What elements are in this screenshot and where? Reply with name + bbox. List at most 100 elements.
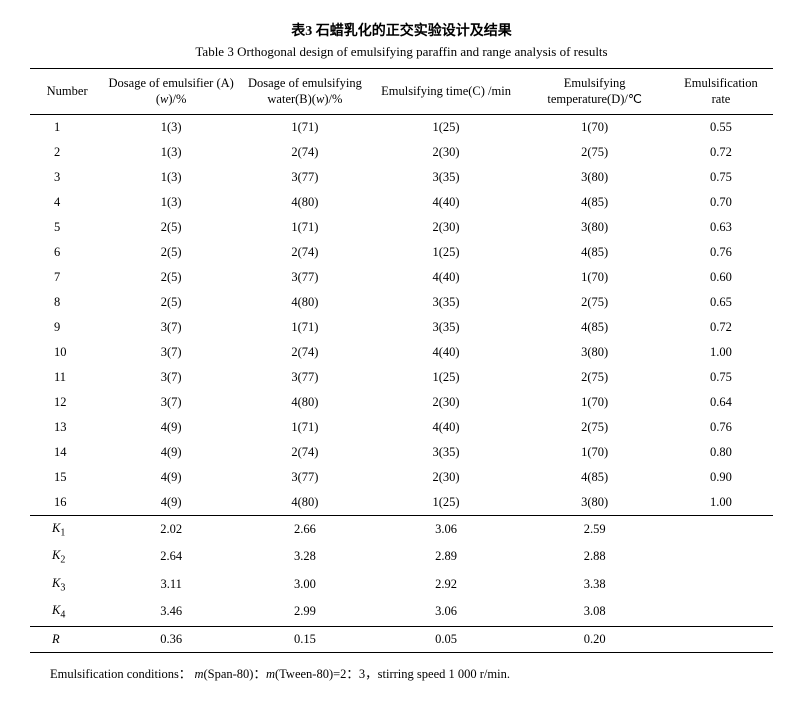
- table-k-row: K12.022.663.062.59: [30, 515, 773, 543]
- cell-b: 3(77): [238, 165, 372, 190]
- footnote: Emulsification conditions： m(Span-80)：m(…: [30, 663, 773, 682]
- cell-e: 0.76: [669, 240, 773, 265]
- cell-b: 3.00: [238, 571, 372, 599]
- cell-b: 1(71): [238, 215, 372, 240]
- cell-e: [669, 626, 773, 652]
- cell-c: 2(30): [372, 215, 521, 240]
- table-body: 11(3)1(71)1(25)1(70)0.5521(3)2(74)2(30)2…: [30, 114, 773, 652]
- cell-e: 0.90: [669, 465, 773, 490]
- cell-c: 2.89: [372, 543, 521, 571]
- col-number: Number: [30, 69, 104, 115]
- cell-a: 3(7): [104, 315, 238, 340]
- cell-b: 1(71): [238, 415, 372, 440]
- table-row: 62(5)2(74)1(25)4(85)0.76: [30, 240, 773, 265]
- cell-k-label: K2: [30, 543, 104, 571]
- cell-c: 3(35): [372, 165, 521, 190]
- cell-a: 3(7): [104, 390, 238, 415]
- cell-number: 15: [30, 465, 104, 490]
- cell-e: [669, 515, 773, 543]
- cell-number: 9: [30, 315, 104, 340]
- cell-c: 3.06: [372, 515, 521, 543]
- cell-e: 0.60: [669, 265, 773, 290]
- col-c: Emulsifying time(C) /min: [372, 69, 521, 115]
- col-b-line2: water(B)(w)/%: [267, 92, 342, 106]
- cell-a: 4(9): [104, 440, 238, 465]
- cell-c: 3(35): [372, 315, 521, 340]
- cell-e: 0.55: [669, 114, 773, 140]
- cell-e: 0.72: [669, 140, 773, 165]
- cell-a: 2.02: [104, 515, 238, 543]
- table-row: 134(9)1(71)4(40)2(75)0.76: [30, 415, 773, 440]
- cell-a: 0.36: [104, 626, 238, 652]
- cell-number: 3: [30, 165, 104, 190]
- cell-c: 2.92: [372, 571, 521, 599]
- cell-number: 14: [30, 440, 104, 465]
- cell-a: 2.64: [104, 543, 238, 571]
- table-row: 93(7)1(71)3(35)4(85)0.72: [30, 315, 773, 340]
- cell-d: 3(80): [520, 215, 669, 240]
- cell-number: 4: [30, 190, 104, 215]
- cell-c: 3(35): [372, 440, 521, 465]
- table-title-cn: 表3 石蜡乳化的正交实验设计及结果: [30, 20, 773, 40]
- cell-c: 1(25): [372, 114, 521, 140]
- table-row: 82(5)4(80)3(35)2(75)0.65: [30, 290, 773, 315]
- cell-number: 7: [30, 265, 104, 290]
- cell-e: 0.63: [669, 215, 773, 240]
- table-row: 72(5)3(77)4(40)1(70)0.60: [30, 265, 773, 290]
- table-k-row: K43.462.993.063.08: [30, 598, 773, 626]
- cell-d: 2.59: [520, 515, 669, 543]
- table-row: 11(3)1(71)1(25)1(70)0.55: [30, 114, 773, 140]
- cell-e: 0.72: [669, 315, 773, 340]
- cell-r-label: R: [30, 626, 104, 652]
- table-row: 52(5)1(71)2(30)3(80)0.63: [30, 215, 773, 240]
- cell-e: 0.80: [669, 440, 773, 465]
- table-row: 113(7)3(77)1(25)2(75)0.75: [30, 365, 773, 390]
- col-a: Dosage of emulsifier (A) (w)/%: [104, 69, 238, 115]
- table-row: 21(3)2(74)2(30)2(75)0.72: [30, 140, 773, 165]
- cell-a: 1(3): [104, 190, 238, 215]
- cell-number: 5: [30, 215, 104, 240]
- cell-e: [669, 598, 773, 626]
- cell-e: 0.75: [669, 165, 773, 190]
- table-row: 41(3)4(80)4(40)4(85)0.70: [30, 190, 773, 215]
- cell-d: 4(85): [520, 465, 669, 490]
- cell-a: 3.11: [104, 571, 238, 599]
- cell-d: 4(85): [520, 240, 669, 265]
- cell-c: 4(40): [372, 190, 521, 215]
- cell-b: 4(80): [238, 490, 372, 516]
- footnote-prefix: Emulsification conditions：: [50, 667, 191, 681]
- cell-a: 4(9): [104, 415, 238, 440]
- cell-number: 10: [30, 340, 104, 365]
- cell-number: 11: [30, 365, 104, 390]
- table-r-row: R0.360.150.050.20: [30, 626, 773, 652]
- cell-c: 3(35): [372, 290, 521, 315]
- table-k-row: K22.643.282.892.88: [30, 543, 773, 571]
- cell-b: 4(80): [238, 290, 372, 315]
- cell-c: 1(25): [372, 365, 521, 390]
- table-row: 154(9)3(77)2(30)4(85)0.90: [30, 465, 773, 490]
- cell-b: 3(77): [238, 365, 372, 390]
- col-b-line1: Dosage of emulsifying: [248, 76, 362, 90]
- table-k-row: K33.113.002.923.38: [30, 571, 773, 599]
- cell-d: 3.38: [520, 571, 669, 599]
- cell-a: 4(9): [104, 465, 238, 490]
- cell-b: 3(77): [238, 265, 372, 290]
- cell-number: 13: [30, 415, 104, 440]
- table-row: 164(9)4(80)1(25)3(80)1.00: [30, 490, 773, 516]
- cell-a: 2(5): [104, 215, 238, 240]
- cell-b: 3.28: [238, 543, 372, 571]
- cell-e: 1.00: [669, 340, 773, 365]
- cell-b: 2(74): [238, 340, 372, 365]
- cell-a: 4(9): [104, 490, 238, 516]
- cell-e: 0.64: [669, 390, 773, 415]
- cell-c: 2(30): [372, 390, 521, 415]
- cell-c: 4(40): [372, 415, 521, 440]
- cell-a: 1(3): [104, 114, 238, 140]
- cell-a: 2(5): [104, 290, 238, 315]
- cell-k-label: K3: [30, 571, 104, 599]
- cell-e: 0.70: [669, 190, 773, 215]
- cell-e: 0.65: [669, 290, 773, 315]
- cell-number: 6: [30, 240, 104, 265]
- cell-d: 3(80): [520, 165, 669, 190]
- table-row: 144(9)2(74)3(35)1(70)0.80: [30, 440, 773, 465]
